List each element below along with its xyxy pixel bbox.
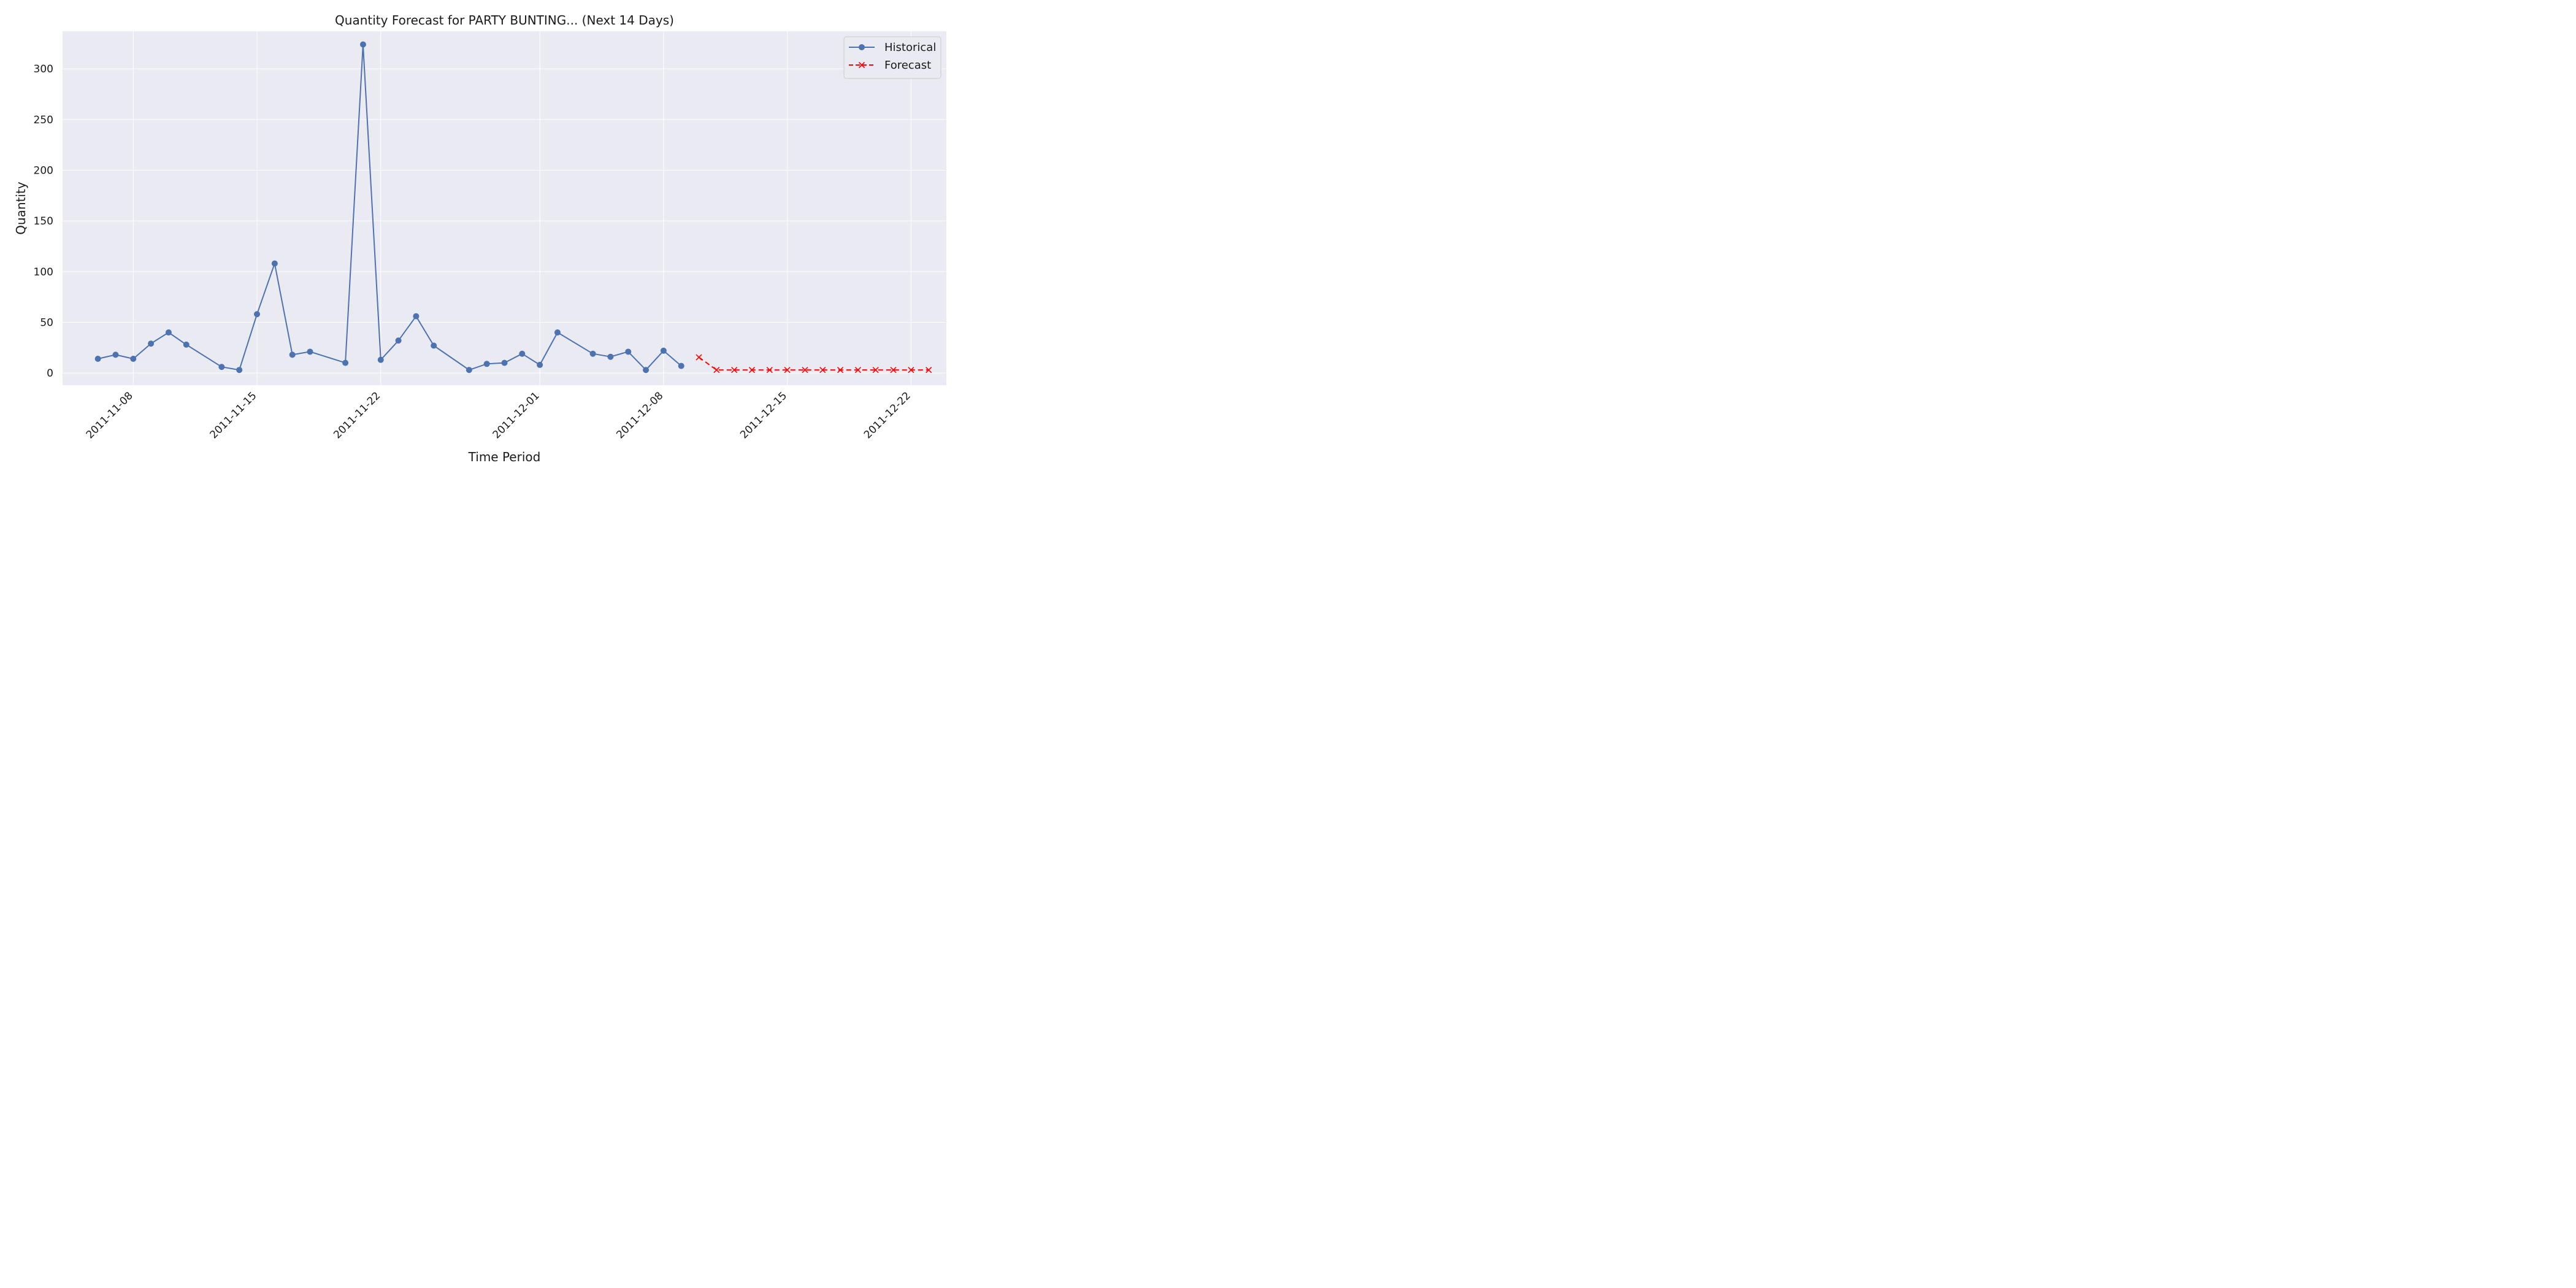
chart-container: 0 50 100 150 200 250 300 2011-11-08 2011-11-15 2… [0,0,962,481]
legend: Historical Forecast [843,36,941,79]
data-point-historical [254,311,261,318]
x-marker-stroke [731,367,738,374]
legend-item-forecast: Forecast [849,59,931,72]
y-tick-label: 100 [34,266,53,278]
x-marker-stroke [890,367,897,374]
series-line-forecast [698,356,929,371]
data-point-historical [554,329,561,336]
data-point-historical [112,351,119,358]
y-axis-ticks: 0 50 100 150 200 250 300 [34,63,53,380]
data-point-historical [537,361,543,368]
chart-title: Quantity Forecast for PARTY BUNTING... (… [335,13,674,28]
x-marker-stroke [854,367,861,374]
legend-marker [859,44,865,50]
data-point-historical [289,351,296,358]
data-point-historical [130,356,137,362]
x-axis-ticks: 2011-11-08 2011-11-15 2011-11-22 2011-12-01… [84,389,913,441]
data-point-historical [501,359,508,366]
data-point-forecast [766,367,773,374]
x-marker-stroke [926,367,932,374]
x-marker-stroke [696,354,702,361]
x-marker-stroke [766,367,773,374]
x-marker-stroke [802,367,808,374]
data-point-forecast [731,367,738,374]
data-point-historical [466,367,472,374]
y-tick-label: 250 [34,114,53,126]
x-tick-label: 2011-12-08 [614,389,665,441]
legend-marker [858,61,865,69]
data-point-historical [395,337,402,344]
data-point-forecast [890,367,897,374]
x-marker-stroke [908,367,914,374]
x-tick-label: 2011-11-08 [84,389,136,441]
data-point-historical [483,361,490,367]
x-marker-stroke [872,367,879,374]
data-point-historical [519,350,526,357]
y-tick-label: 0 [47,367,53,380]
x-marker-stroke [713,367,720,374]
x-marker-stroke [837,367,844,374]
legend-label: Forecast [884,59,931,72]
data-point-forecast [837,367,844,374]
series-layer [94,41,932,374]
x-marker-stroke [784,367,791,374]
data-point-historical [271,260,278,267]
x-tick-label: 2011-11-22 [331,389,383,441]
x-marker-stroke [748,367,756,374]
data-point-forecast [802,367,808,374]
y-tick-label: 50 [40,316,53,329]
data-point-forecast [872,367,879,374]
data-point-forecast [748,367,756,374]
x-axis-label: Time Period [468,450,541,464]
y-axis-label: Quantity [13,182,28,235]
data-point-historical [431,342,437,349]
data-point-historical [660,347,667,354]
grid-lines [63,31,946,385]
x-tick-label: 2011-12-01 [491,389,542,441]
data-point-historical [643,367,650,374]
plot-area [63,31,946,385]
x-tick-label: 2011-12-22 [862,389,913,441]
data-point-historical [183,341,190,348]
data-point-historical [625,348,632,355]
x-tick-label: 2011-12-15 [738,389,789,441]
data-point-forecast [713,367,720,374]
data-point-forecast [696,354,702,361]
data-point-historical [589,350,596,357]
data-point-forecast [854,367,861,374]
data-point-historical [359,41,366,48]
legend-item-historical: Historical [849,41,936,54]
legend-items: Historical Forecast [849,41,936,72]
data-point-forecast [908,367,914,374]
data-point-forecast [926,367,932,374]
x-tick-label: 2011-11-15 [208,389,259,441]
y-tick-label: 200 [34,165,53,177]
data-point-historical [607,353,614,360]
data-point-historical [148,340,155,347]
data-point-historical [413,313,420,320]
data-point-historical [236,367,243,374]
data-point-historical [94,356,101,362]
data-point-historical [218,364,225,370]
data-point-historical [165,329,172,336]
data-point-historical [307,348,313,355]
data-point-forecast [819,367,826,374]
y-tick-label: 150 [34,215,53,228]
data-point-historical [377,356,384,363]
y-tick-label: 300 [34,63,53,75]
x-marker-stroke [819,367,826,374]
legend-label: Historical [884,41,936,54]
data-point-historical [342,359,349,366]
data-point-forecast [784,367,791,374]
data-point-historical [678,362,684,369]
